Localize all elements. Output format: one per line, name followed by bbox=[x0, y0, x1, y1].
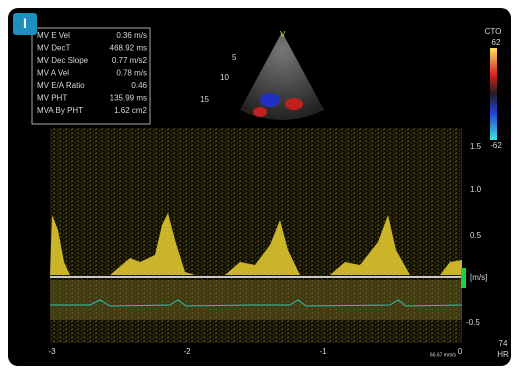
measurement-value: 0.36 m/s bbox=[116, 31, 147, 40]
color-bar-bottom: -62 bbox=[490, 141, 502, 150]
screenshot: V 5 10 15 CTO 62 -62 MV E Vel 0.36 m/s MV … bbox=[0, 0, 519, 372]
measurement-name: MV E/A Ratio bbox=[37, 81, 85, 90]
velocity-unit: [m/s] bbox=[470, 273, 487, 282]
color-bar bbox=[490, 48, 497, 140]
measurement-name: MV E Vel bbox=[37, 31, 70, 40]
time-tick: -2 bbox=[183, 347, 191, 356]
time-tick: -3 bbox=[48, 347, 56, 356]
heart-rate-unit: HR bbox=[497, 350, 509, 359]
measurement-value: 468.92 ms bbox=[110, 44, 147, 53]
sector-marker: V bbox=[280, 30, 286, 39]
measurement-value: 0.77 m/s2 bbox=[112, 56, 148, 65]
measurement-name: MV Dec Slope bbox=[37, 56, 89, 65]
measurement-name: MV A Vel bbox=[37, 69, 69, 78]
heart-rate: 74 bbox=[499, 339, 508, 348]
depth-label: 10 bbox=[220, 73, 229, 82]
velocity-tick: 1.5 bbox=[470, 142, 482, 151]
measurement-name: MV PHT bbox=[37, 94, 67, 103]
measurement-value: 0.46 bbox=[131, 81, 147, 90]
measurement-name: MV DecT bbox=[37, 44, 70, 53]
velocity-tick: -0.5 bbox=[466, 318, 480, 327]
panel-label: I bbox=[23, 15, 27, 31]
page: V 5 10 15 CTO 62 -62 MV E Vel 0.36 m/s MV … bbox=[0, 0, 519, 372]
baseline-marker bbox=[461, 268, 466, 288]
color-bar-top: 62 bbox=[492, 38, 501, 47]
depth-label: 15 bbox=[200, 95, 209, 104]
sweep-speed: 66.67 mm/s bbox=[430, 352, 457, 358]
measurement-value: 135.99 ms bbox=[110, 94, 147, 103]
time-tick: -1 bbox=[319, 347, 327, 356]
velocity-tick: 0.5 bbox=[470, 231, 482, 240]
measurement-value: 0.78 m/s bbox=[116, 69, 147, 78]
velocity-tick: 1.0 bbox=[470, 185, 482, 194]
doppler-lower bbox=[50, 280, 462, 320]
measurement-name: MVA By PHT bbox=[37, 106, 83, 115]
color-bar-title: CTO bbox=[485, 27, 502, 36]
depth-label: 5 bbox=[232, 53, 237, 62]
time-tick: 0 bbox=[458, 347, 463, 356]
measurement-value: 1.62 cm2 bbox=[114, 106, 147, 115]
